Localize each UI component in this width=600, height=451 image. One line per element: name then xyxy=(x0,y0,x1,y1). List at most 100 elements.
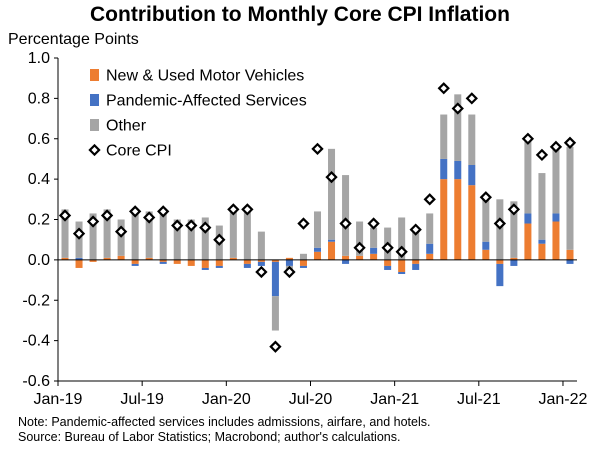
legend-label: New & Used Motor Vehicles xyxy=(106,68,304,85)
core-cpi-marker xyxy=(549,140,563,153)
core-cpi-marker xyxy=(297,217,310,230)
bar-segment xyxy=(299,259,307,266)
bar-segment xyxy=(243,211,251,260)
bar-segment xyxy=(313,251,322,260)
bar-segment xyxy=(173,259,181,264)
bar-segment xyxy=(566,259,574,264)
bar-segment xyxy=(538,173,546,240)
bar-segment xyxy=(313,211,322,248)
bar-segment xyxy=(524,223,532,260)
core-cpi-marker xyxy=(479,191,492,204)
core-cpi-marker xyxy=(157,205,170,218)
bar-segment xyxy=(159,261,167,264)
bar-segment xyxy=(285,257,293,260)
bar-segment xyxy=(117,255,125,260)
y-tick-label: 1.0 xyxy=(28,50,50,67)
core-cpi-marker xyxy=(535,148,549,162)
bar-segment xyxy=(496,263,504,287)
bar-segment xyxy=(103,209,111,258)
bar-segment xyxy=(201,259,209,268)
bar-segment xyxy=(131,211,139,260)
bar-segment xyxy=(75,257,83,260)
bar-segment xyxy=(342,255,350,260)
bar-segment xyxy=(145,257,153,260)
core-cpi-marker xyxy=(353,241,366,254)
core-cpi-marker xyxy=(521,132,535,145)
core-cpi-marker xyxy=(72,227,86,240)
bar-segment xyxy=(482,241,490,250)
core-cpi-marker xyxy=(86,215,100,228)
bar-segment xyxy=(510,259,518,266)
bar-segment xyxy=(299,265,307,268)
legend-swatch xyxy=(90,119,99,131)
bar-segment xyxy=(271,296,279,331)
legend-label: Pandemic-Affected Services xyxy=(106,93,307,110)
bar-segment xyxy=(454,160,462,180)
chart-title: Contribution to Monthly Core CPI Inflati… xyxy=(90,3,510,26)
bar-segment xyxy=(370,247,378,254)
bar-segment xyxy=(370,253,378,260)
bar-segment xyxy=(229,207,237,258)
bar-segment xyxy=(384,259,392,266)
bar-segment xyxy=(482,197,490,242)
y-tick-label: 0.4 xyxy=(28,171,50,188)
bar-segment xyxy=(89,259,97,262)
core-cpi-marker xyxy=(283,265,296,279)
bar-segment xyxy=(538,239,546,244)
bar-segment xyxy=(89,213,97,260)
bar-segment xyxy=(440,179,448,260)
legend-label: Core CPI xyxy=(106,143,172,160)
bar-segment xyxy=(243,259,251,264)
bar-segment xyxy=(412,263,420,270)
bar-segment xyxy=(468,114,476,165)
legend-swatch xyxy=(90,69,99,81)
bar-segment xyxy=(201,217,209,260)
x-tick-label: Jul-21 xyxy=(457,391,501,408)
bar-segment xyxy=(412,259,420,264)
legend-label: Other xyxy=(106,118,147,135)
bar-segment xyxy=(342,259,350,264)
footnotes: Note: Pandemic-affected services include… xyxy=(18,415,430,445)
core-cpi-marker xyxy=(128,205,142,218)
bar-segment xyxy=(159,259,167,262)
y-tick-label: -0.2 xyxy=(22,292,50,309)
x-tick-label: Jan-22 xyxy=(539,391,588,408)
core-cpi-marker xyxy=(395,245,408,258)
bar-segment xyxy=(398,271,406,275)
bar-segment xyxy=(131,259,139,264)
bar-segment xyxy=(454,94,462,161)
bar-segment xyxy=(552,213,560,222)
bar-segment xyxy=(440,114,448,159)
x-tick-label: Jan-20 xyxy=(202,391,251,408)
x-tick-label: Jul-19 xyxy=(120,391,164,408)
bar-segment xyxy=(482,249,490,260)
bar-segment xyxy=(215,265,223,268)
bar-segment xyxy=(271,261,279,297)
bar-segment xyxy=(454,179,462,260)
bar-segment xyxy=(552,221,560,260)
bar-segment xyxy=(229,257,237,260)
y-tick-label: 0.2 xyxy=(28,212,50,229)
y-tick-label: 0.6 xyxy=(28,131,50,148)
bar-segment xyxy=(145,211,153,258)
core-cpi-marker xyxy=(381,241,394,254)
bar-segment xyxy=(524,138,532,214)
core-cpi-marker xyxy=(58,209,72,222)
y-tick-label: -0.4 xyxy=(22,333,50,350)
bar-segment xyxy=(398,217,406,260)
bar-segment xyxy=(159,211,167,260)
bar-segment xyxy=(257,261,265,266)
bar-segment xyxy=(496,259,504,264)
bar-segment xyxy=(426,213,434,244)
bar-segment xyxy=(510,201,518,258)
core-cpi-marker xyxy=(213,233,226,246)
core-cpi-marker xyxy=(367,217,380,230)
bar-segment xyxy=(328,239,336,242)
bar-segment xyxy=(61,209,69,258)
core-cpi-marker xyxy=(409,223,422,236)
legend-marker xyxy=(88,143,101,157)
core-cpi-marker xyxy=(255,265,268,279)
bar-segment xyxy=(173,219,181,260)
bar-segment xyxy=(524,213,532,224)
